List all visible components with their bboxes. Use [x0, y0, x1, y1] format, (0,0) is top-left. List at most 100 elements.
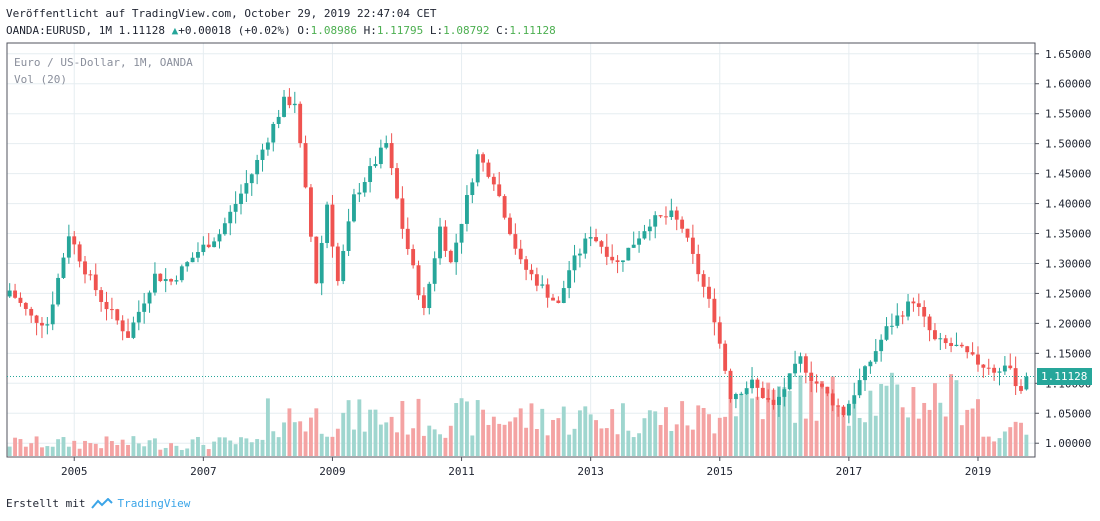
volume-bar: [40, 447, 44, 456]
volume-bar: [814, 420, 819, 456]
volume-bar: [136, 443, 141, 456]
volume-bar: [658, 424, 663, 456]
volume-bar: [696, 405, 701, 456]
volume-bar: [685, 425, 690, 456]
volume-bar: [529, 403, 534, 456]
close-value: 1.11128: [509, 24, 556, 37]
volume-bar: [217, 437, 222, 456]
y-tick-label: 1.55000: [1045, 108, 1091, 121]
volume-bar: [863, 422, 867, 456]
candle-body: [916, 303, 921, 307]
y-tick-label: 1.40000: [1045, 198, 1091, 211]
candle-body: [459, 223, 464, 243]
volume-bar: [432, 429, 437, 456]
candle-body: [1002, 365, 1007, 372]
candle-body: [755, 379, 760, 388]
candle-body: [728, 370, 733, 400]
volume-bar: [981, 436, 986, 456]
volume-bar: [572, 428, 577, 456]
candle-body: [889, 325, 894, 327]
candle-body: [911, 301, 916, 304]
candle-body: [497, 184, 502, 197]
x-tick-label: 2017: [836, 465, 863, 478]
candle-body: [115, 309, 120, 321]
candle-body: [712, 298, 717, 323]
y-tick-label: 1.30000: [1045, 257, 1091, 270]
volume-bar: [438, 434, 442, 456]
volume-bar: [373, 409, 378, 456]
candle-body: [185, 262, 190, 267]
candle-body: [249, 174, 254, 184]
volume-bar: [760, 419, 765, 456]
candlestick-series: [7, 88, 1029, 424]
candle-body: [529, 269, 534, 275]
volume-bar: [889, 372, 894, 456]
candle-body: [109, 309, 114, 311]
volume-bar: [524, 427, 529, 456]
candle-body: [29, 308, 34, 316]
volume-bar: [739, 393, 744, 456]
volume-bar: [50, 446, 55, 456]
candle-body: [330, 204, 335, 247]
candle-body: [621, 260, 625, 263]
candle-body: [615, 260, 620, 263]
candle-body: [900, 315, 905, 317]
volume-bar: [18, 439, 23, 456]
candle-body: [610, 256, 615, 261]
volume-bar: [712, 433, 717, 456]
candle-body: [653, 215, 658, 227]
volume-bar: [583, 406, 588, 456]
candle-body: [136, 311, 141, 323]
candle-body: [873, 351, 878, 362]
last-price-label: 1.11128: [1037, 368, 1092, 385]
volume-bar: [222, 437, 227, 456]
tradingview-brand-link[interactable]: TradingView: [117, 497, 191, 510]
candle-body: [733, 394, 738, 400]
candle-body: [212, 241, 217, 248]
candle-body: [99, 290, 104, 302]
volume-bar: [378, 424, 383, 456]
candle-body: [244, 183, 249, 194]
volume-bar: [534, 429, 539, 456]
candle-body: [23, 302, 28, 309]
candle-body: [986, 367, 991, 369]
volume-bar: [846, 425, 851, 456]
tradingview-logo-icon[interactable]: [91, 497, 114, 510]
candle-body: [927, 316, 932, 331]
volume-bar: [443, 437, 448, 456]
volume-bar: [1002, 431, 1007, 456]
volume-bar: [271, 431, 276, 456]
volume-bar: [992, 441, 997, 456]
candle-body: [884, 326, 889, 340]
y-tick-label: 1.65000: [1045, 48, 1091, 61]
volume-bar: [352, 429, 356, 456]
candle-body: [674, 210, 679, 220]
volume-bar: [66, 446, 71, 456]
candle-body: [1008, 365, 1013, 369]
candle-body: [34, 315, 39, 323]
candle-body: [158, 273, 163, 282]
volume-bar: [610, 409, 615, 456]
volume-bar: [411, 428, 416, 456]
volume-bar: [841, 416, 846, 456]
volume-bar: [93, 443, 98, 456]
volume-bar: [244, 438, 249, 456]
symbol-price: OANDA:EURUSD, 1M 1.11128: [6, 24, 165, 37]
axes: 1.000001.050001.100001.150001.200001.250…: [6, 42, 1091, 478]
volume-bar: [674, 424, 679, 456]
y-tick-label: 1.20000: [1045, 317, 1091, 330]
candle-body: [400, 198, 405, 229]
volume-bar: [545, 435, 550, 456]
volume-bar: [701, 407, 706, 456]
change-value: +0.00018 (+0.02%): [178, 24, 291, 37]
volume-bar: [766, 382, 771, 456]
volume-bar: [647, 410, 652, 456]
candle-body: [981, 364, 986, 368]
volume-bar: [787, 390, 792, 456]
volume-bar: [653, 411, 658, 456]
candle-body: [163, 279, 168, 282]
volume-bar: [820, 381, 824, 456]
candle-body: [820, 383, 824, 387]
volume-bar: [798, 375, 803, 456]
